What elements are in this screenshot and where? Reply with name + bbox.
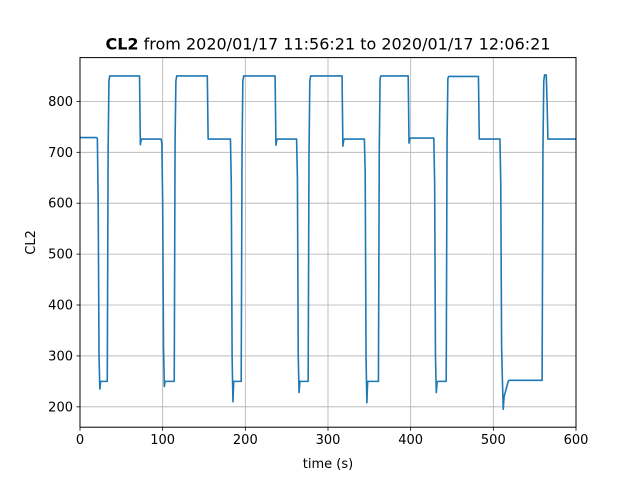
y-tick-label: 700 bbox=[48, 146, 73, 161]
x-tick-label: 600 bbox=[564, 433, 589, 448]
y-tick-label: 800 bbox=[48, 95, 73, 110]
chart-title-bold: CL2 bbox=[105, 35, 138, 54]
x-tick-label: 200 bbox=[233, 433, 258, 448]
y-tick-label: 200 bbox=[48, 400, 73, 415]
x-tick-label: 500 bbox=[481, 433, 506, 448]
y-axis-label: CL2 bbox=[24, 230, 39, 255]
x-axis-label: time (s) bbox=[303, 457, 353, 472]
series-group bbox=[80, 74, 576, 411]
chart-title-rest: from 2020/01/17 11:56:21 to 2020/01/17 1… bbox=[139, 35, 551, 54]
y-tick-label: 400 bbox=[48, 299, 73, 314]
y-tick-label: 300 bbox=[48, 349, 73, 364]
x-tick-label: 0 bbox=[76, 433, 84, 448]
x-tick-label: 300 bbox=[316, 433, 341, 448]
plot-frame bbox=[79, 57, 577, 428]
series-line-cl2 bbox=[80, 74, 576, 411]
x-tick-label: 400 bbox=[398, 433, 423, 448]
y-tick-label: 500 bbox=[48, 248, 73, 263]
axis-ticks: 0 100 200 300 400 500 600 200 300 400 500 600 700 800 bbox=[48, 95, 588, 448]
x-tick-label: 100 bbox=[150, 433, 175, 448]
chart-title: CL2 from 2020/01/17 11:56:21 to 2020/01/… bbox=[105, 35, 550, 54]
y-tick-label: 600 bbox=[48, 197, 73, 212]
